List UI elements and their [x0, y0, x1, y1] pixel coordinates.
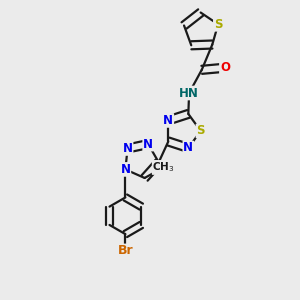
Text: O: O — [220, 61, 230, 74]
Text: N: N — [123, 142, 133, 155]
Text: S: S — [196, 124, 205, 137]
Text: N: N — [143, 138, 153, 151]
Text: CH$_3$: CH$_3$ — [152, 160, 175, 174]
Text: N: N — [120, 163, 130, 176]
Text: N: N — [163, 114, 173, 127]
Text: HN: HN — [179, 86, 199, 100]
Text: S: S — [214, 18, 222, 31]
Text: Br: Br — [118, 244, 133, 257]
Text: N: N — [183, 142, 193, 154]
